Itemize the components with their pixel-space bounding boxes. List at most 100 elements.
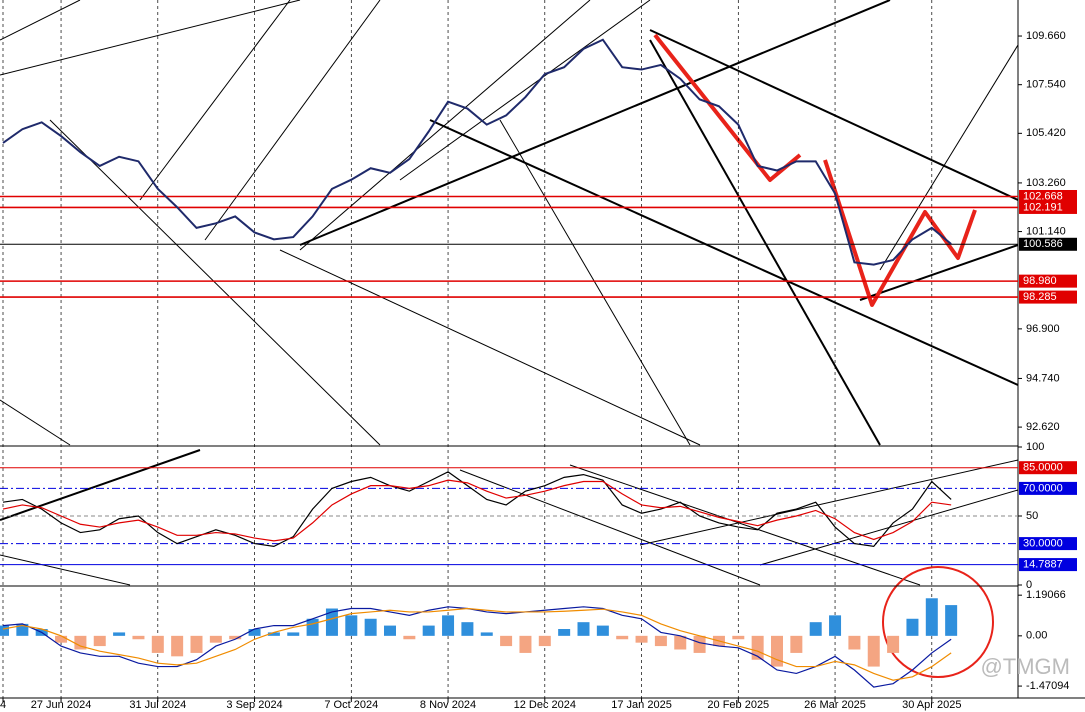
histogram-bar <box>693 635 706 653</box>
level-box <box>1019 481 1077 495</box>
histogram-bar <box>500 635 513 647</box>
histogram-bar <box>906 618 919 636</box>
x-tick-label: 4 <box>0 699 6 711</box>
level-label: 102.668 <box>1023 190 1063 202</box>
level-box <box>1019 290 1077 304</box>
histogram-bar <box>113 632 126 636</box>
level-label: 70.0000 <box>1023 482 1063 494</box>
histogram-bar <box>829 615 842 636</box>
histogram-bar <box>848 635 861 650</box>
histogram-bar <box>132 635 145 640</box>
histogram-bar <box>190 635 203 653</box>
level-box <box>1019 237 1077 251</box>
x-tick-label: 17 Jan 2025 <box>611 699 672 711</box>
histogram-bar <box>635 635 648 643</box>
level-label: 85.0000 <box>1023 462 1063 474</box>
histogram-bar <box>55 635 68 643</box>
histogram-bar <box>480 632 493 636</box>
level-label: 14.7887 <box>1023 558 1063 570</box>
histogram-bar <box>229 635 242 640</box>
histogram-bar <box>519 635 532 653</box>
level-box <box>1019 189 1077 203</box>
watermark: @TMGM <box>980 654 1070 679</box>
histogram-bar <box>945 605 958 636</box>
x-tick-label: 27 Jun 2024 <box>31 699 92 711</box>
y-tick-label: 92.620 <box>1026 421 1060 433</box>
histogram-bar <box>654 635 667 647</box>
x-tick-label: 20 Feb 2025 <box>707 699 769 711</box>
histogram-bar <box>558 629 571 636</box>
histogram-bar <box>422 625 435 636</box>
y-tick-label: 0.00 <box>1026 630 1047 642</box>
histogram-bar <box>384 625 396 636</box>
histogram-bar <box>171 635 184 657</box>
histogram-bar <box>887 635 900 653</box>
y-tick-label: 96.900 <box>1026 323 1060 335</box>
histogram-bar <box>442 615 455 636</box>
histogram-bar <box>403 635 416 640</box>
y-tick-label: 107.540 <box>1026 79 1066 91</box>
histogram-bar <box>267 632 280 636</box>
histogram-bar <box>248 629 261 636</box>
y-tick-label: 0 <box>1026 579 1032 591</box>
level-box <box>1019 274 1077 288</box>
histogram-bar <box>287 632 300 636</box>
x-tick-label: 30 Apr 2025 <box>902 699 961 711</box>
x-tick-label: 8 Nov 2024 <box>420 699 476 711</box>
level-label: 98.980 <box>1023 275 1057 287</box>
x-tick-label: 7 Oct 2024 <box>324 699 378 711</box>
level-label: 98.285 <box>1023 291 1057 303</box>
level-label: 100.586 <box>1023 238 1063 250</box>
histogram-bar <box>596 625 609 636</box>
histogram-bar <box>461 622 474 636</box>
histogram-bar <box>151 635 164 653</box>
x-tick-label: 3 Sep 2024 <box>226 699 282 711</box>
level-box <box>1019 537 1077 551</box>
x-tick-label: 31 Jul 2024 <box>129 699 186 711</box>
rsi-trend-lines <box>0 449 1019 586</box>
series-line <box>2 479 952 542</box>
level-label: 102.191 <box>1023 201 1063 213</box>
y-tick-label: 1.19066 <box>1026 589 1066 601</box>
histogram-bar <box>674 635 687 650</box>
histogram-bar <box>771 635 783 667</box>
y-tick-label: 50 <box>1026 510 1038 522</box>
histogram-bar <box>809 622 822 636</box>
level-box <box>1019 200 1077 214</box>
series-line <box>2 606 952 688</box>
histogram-bar <box>325 608 338 636</box>
y-tick-label: -1.47094 <box>1026 680 1069 692</box>
y-tick-label: 103.260 <box>1026 177 1066 189</box>
histogram-bar <box>616 635 629 640</box>
series-line <box>2 607 952 681</box>
histogram-bar <box>209 635 222 643</box>
level-box <box>1019 558 1077 572</box>
highlight-circle <box>882 566 994 678</box>
y-tick-label: 109.660 <box>1026 30 1066 42</box>
series-line <box>2 38 952 266</box>
histogram-bar <box>16 623 29 636</box>
histogram-bar <box>74 635 87 650</box>
histogram-bar <box>867 635 880 667</box>
histogram-bar <box>732 635 745 640</box>
y-tick-label: 94.740 <box>1026 372 1060 384</box>
level-label: 30.0000 <box>1023 538 1063 550</box>
histogram-bar <box>790 635 803 653</box>
y-tick-label: 101.140 <box>1026 225 1066 237</box>
y-tick-label: 100 <box>1026 441 1044 453</box>
histogram-bar <box>345 615 358 636</box>
histogram-bar <box>0 625 9 636</box>
level-box <box>1019 461 1077 475</box>
series-line <box>2 471 952 548</box>
x-tick-label: 12 Dec 2024 <box>514 699 576 711</box>
histogram-bar <box>577 622 590 636</box>
y-tick-label: 105.420 <box>1026 127 1066 139</box>
trend-lines <box>0 0 1019 446</box>
histogram-bar <box>93 635 106 647</box>
x-tick-label: 26 Mar 2025 <box>804 699 866 711</box>
histogram-bar <box>364 618 377 636</box>
histogram-bar <box>306 618 319 636</box>
histogram-bar <box>925 598 938 636</box>
